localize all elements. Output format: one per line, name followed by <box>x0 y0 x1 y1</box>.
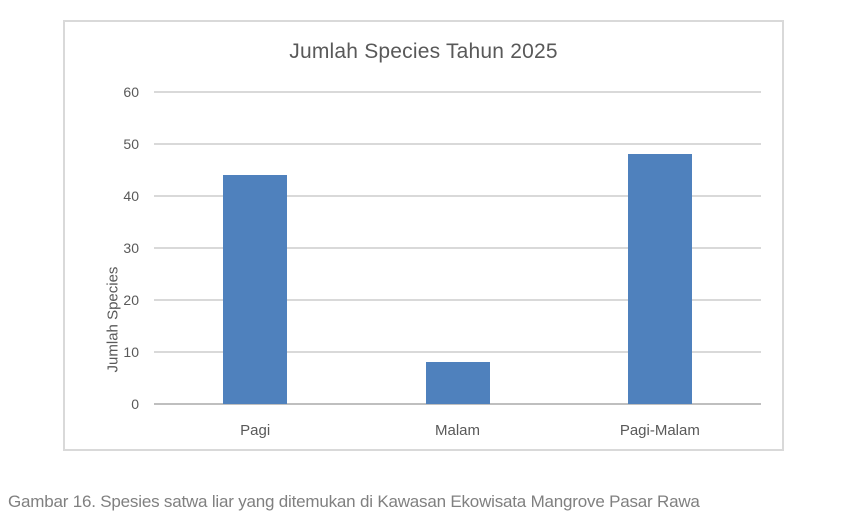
bar-pagi <box>223 175 288 404</box>
bar-malam <box>425 362 490 404</box>
gridline <box>154 143 761 145</box>
chart-title: Jumlah Species Tahun 2025 <box>289 40 558 63</box>
y-tick-label: 50 <box>123 136 139 152</box>
bar-pagi-malam <box>627 154 692 404</box>
y-tick-label: 10 <box>123 344 139 360</box>
y-tick-label: 0 <box>131 396 139 412</box>
x-category-label: Malam <box>434 422 480 439</box>
gridline <box>154 351 761 353</box>
y-tick-label: 30 <box>123 240 139 256</box>
chart-frame: Jumlah Species Tahun 2025 Jumlah Species… <box>63 20 784 451</box>
x-axis-line <box>154 403 761 405</box>
gridline <box>154 247 761 249</box>
gridline <box>154 91 761 93</box>
plot-area: Jumlah Species 0 10 20 30 40 50 60 Pagi Malam Pag… <box>105 85 761 439</box>
gridline <box>154 195 761 197</box>
gridline <box>154 299 761 301</box>
y-tick-label: 40 <box>123 188 139 204</box>
y-axis-label: Jumlah Species <box>104 266 122 373</box>
y-tick-label: 20 <box>123 292 139 308</box>
x-category-label: Pagi-Malam <box>619 422 700 439</box>
x-category-label: Pagi <box>240 422 271 439</box>
figure-caption: Gambar 16. Spesies satwa liar yang ditem… <box>8 492 700 511</box>
y-tick-label: 60 <box>123 84 139 100</box>
